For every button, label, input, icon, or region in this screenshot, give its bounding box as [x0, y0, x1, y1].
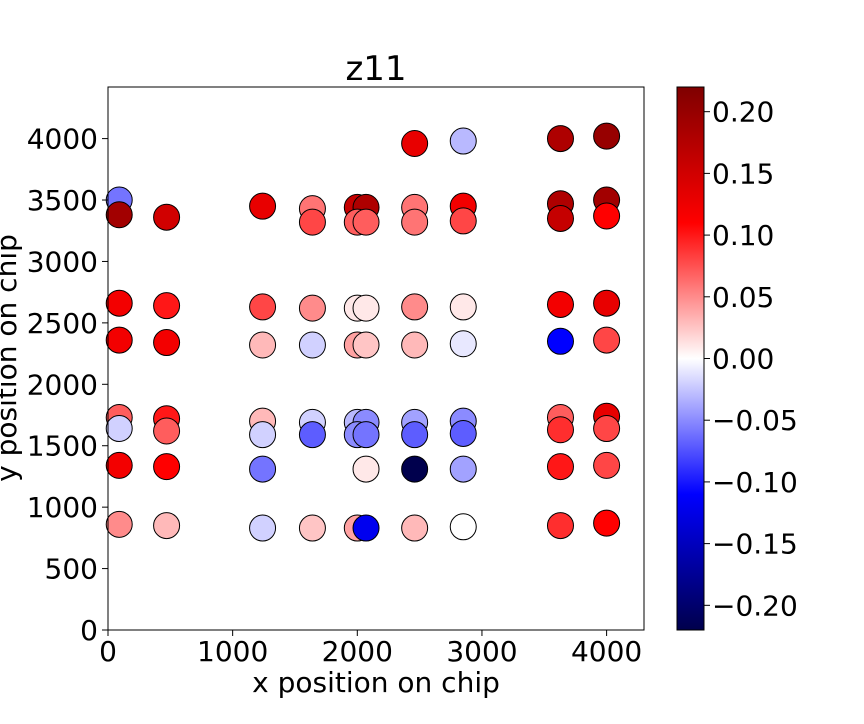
y-axis-ticks: 0 500 1000 1500 2000 2500 3000 3500 4000: [27, 123, 108, 647]
data-point: [546, 125, 574, 153]
data-point: [401, 421, 429, 449]
chart-title: z11: [345, 49, 406, 89]
colorbar: [676, 86, 705, 631]
data-point: [401, 208, 429, 236]
x-tick-label: 3000: [446, 635, 517, 668]
data-point: [352, 331, 380, 359]
data-point: [352, 294, 380, 322]
x-tick-label: 2000: [322, 635, 393, 668]
data-point: [249, 293, 277, 321]
data-point: [153, 512, 181, 540]
y-tick-label: 0: [80, 614, 98, 647]
data-point: [153, 203, 181, 231]
data-point: [449, 330, 477, 358]
colorbar-tick-label: −0.10: [712, 466, 798, 499]
x-axis-ticks: 0 1000 2000 3000 4000: [99, 630, 642, 668]
y-tick-label: 3500: [27, 184, 98, 217]
y-tick-label: 3000: [27, 245, 98, 278]
data-point: [546, 327, 574, 355]
data-point: [401, 331, 429, 359]
data-point: [401, 514, 429, 542]
colorbar-tick-label: 0.05: [712, 281, 774, 314]
colorbar-tick-label: 0.15: [712, 157, 774, 190]
data-point: [546, 512, 574, 540]
data-point: [298, 294, 326, 322]
y-axis-label: y position on chip: [0, 234, 23, 482]
data-point: [298, 514, 326, 542]
data-point: [546, 453, 574, 481]
x-tick-label: 1000: [197, 635, 268, 668]
data-point: [249, 455, 277, 483]
colorbar-tick-label: 0.20: [712, 96, 774, 129]
y-tick-label: 2000: [27, 368, 98, 401]
x-axis-label: x position on chip: [252, 666, 500, 699]
data-point: [546, 204, 574, 232]
data-point: [105, 201, 133, 229]
colorbar-tick-label: −0.20: [712, 589, 798, 622]
data-point: [105, 415, 133, 443]
data-point: [449, 207, 477, 235]
data-point: [593, 326, 621, 354]
data-point: [593, 509, 621, 537]
data-point: [401, 130, 429, 158]
data-point: [153, 329, 181, 357]
data-point: [546, 290, 574, 318]
data-point: [352, 421, 380, 449]
data-point: [546, 416, 574, 444]
y-tick-label: 1000: [27, 491, 98, 524]
data-point: [298, 331, 326, 359]
data-point: [105, 451, 133, 479]
data-point: [249, 514, 277, 542]
colorbar-tick-label: −0.15: [712, 528, 798, 561]
data-point: [105, 326, 133, 354]
data-point: [249, 421, 277, 449]
plot-area: [108, 87, 644, 630]
data-point: [105, 510, 133, 538]
plot-frame: [107, 86, 645, 631]
colorbar-tick-label: −0.05: [712, 404, 798, 437]
colorbar-tick-label: 0.10: [712, 219, 774, 252]
data-point: [298, 208, 326, 236]
data-point: [593, 202, 621, 230]
data-point: [105, 289, 133, 317]
data-point: [249, 192, 277, 220]
y-tick-label: 500: [45, 553, 98, 586]
data-point: [352, 514, 380, 542]
data-point: [593, 451, 621, 479]
colorbar-ticks: 0.20 0.15 0.10 0.05 0.00 −0.05 −0.10 −0.15 −0.20: [704, 96, 798, 622]
data-point: [401, 455, 429, 483]
y-tick-label: 4000: [27, 123, 98, 156]
data-point: [593, 122, 621, 150]
data-point: [153, 292, 181, 320]
data-point: [449, 127, 477, 155]
x-tick-label: 0: [99, 635, 117, 668]
data-point: [593, 289, 621, 317]
data-point: [352, 455, 380, 483]
data-point: [449, 293, 477, 321]
data-points: [105, 122, 621, 542]
x-tick-label: 4000: [571, 635, 642, 668]
y-tick-label: 1500: [27, 430, 98, 463]
data-point: [249, 331, 277, 359]
data-point: [449, 513, 477, 541]
data-point: [352, 208, 380, 236]
data-point: [593, 415, 621, 443]
colorbar-tick-label: 0.00: [712, 343, 774, 376]
data-point: [449, 419, 477, 447]
data-point: [153, 453, 181, 481]
data-point: [449, 455, 477, 483]
data-point: [153, 417, 181, 445]
y-tick-label: 2500: [27, 307, 98, 340]
data-point: [401, 293, 429, 321]
data-point: [298, 421, 326, 449]
